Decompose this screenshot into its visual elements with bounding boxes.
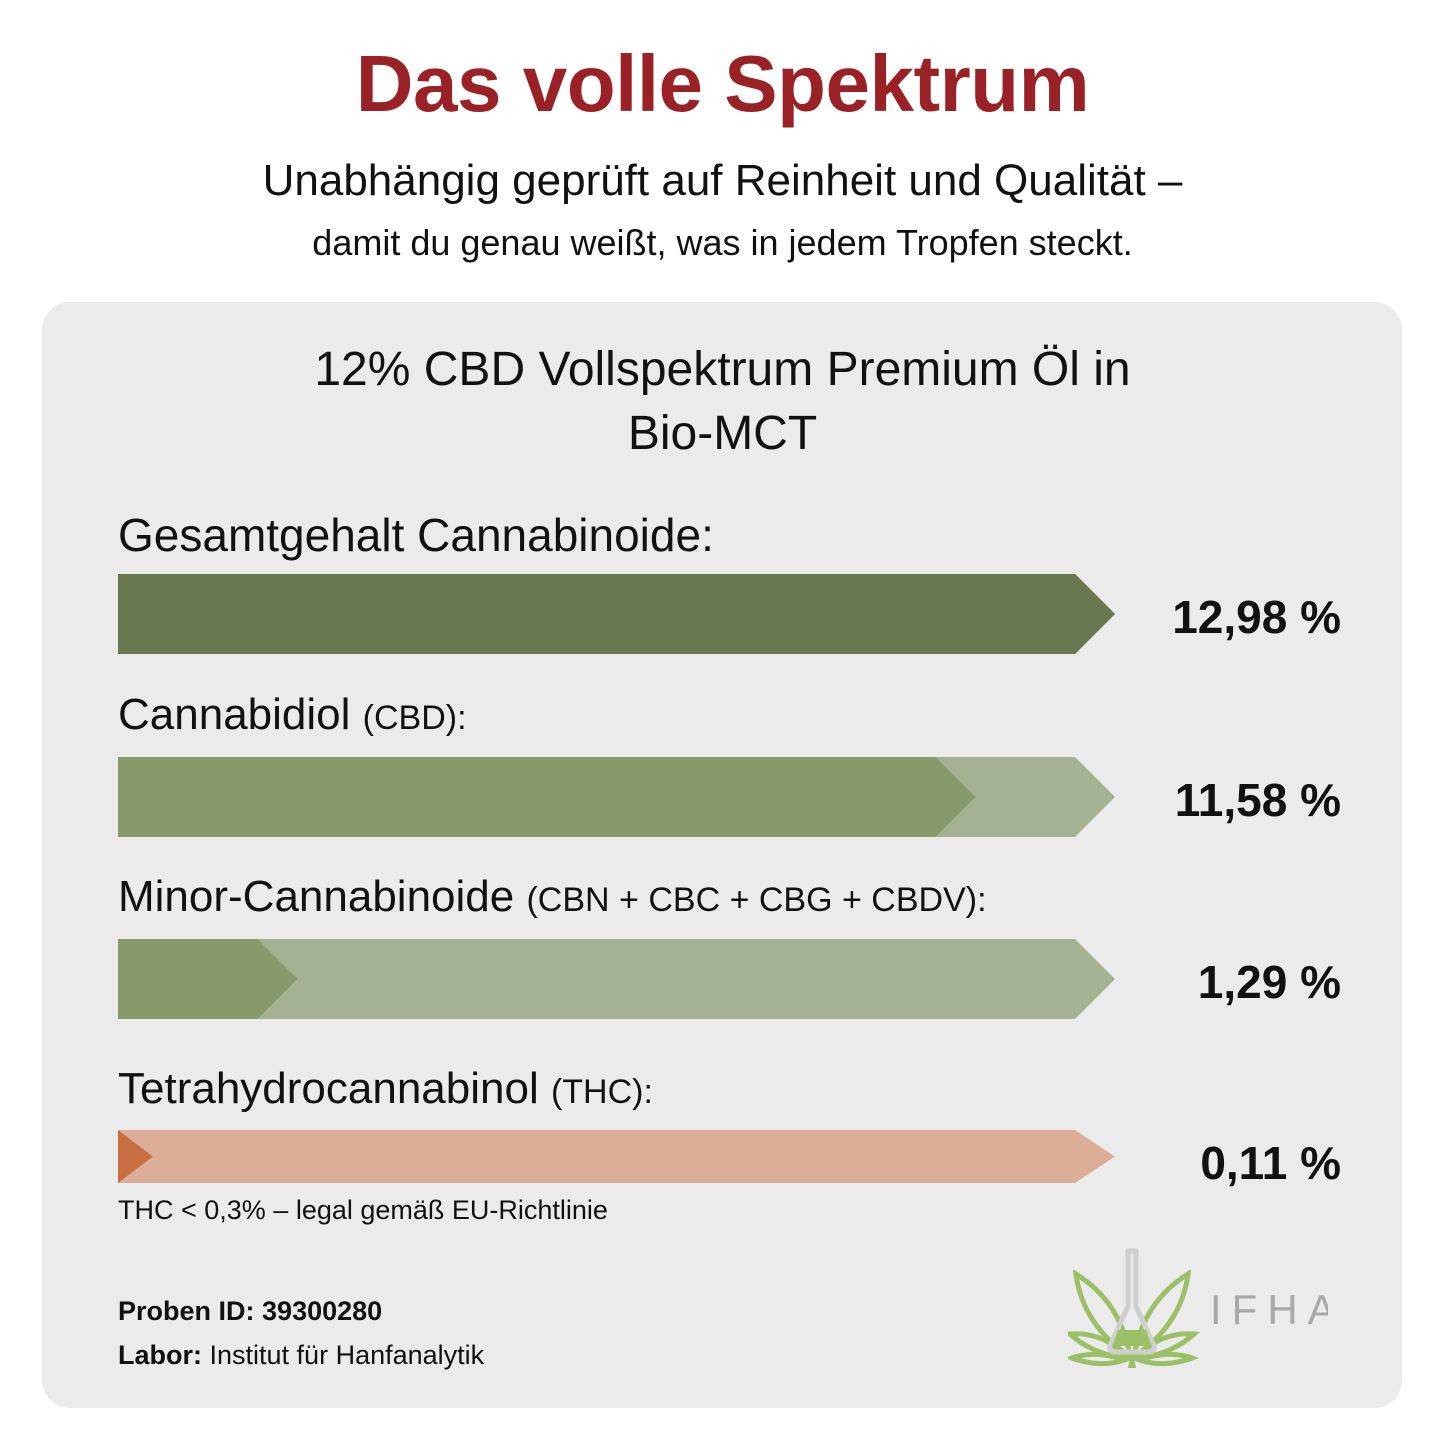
bar — [118, 757, 1115, 837]
bar-label: Gesamtgehalt Cannabinoide: — [118, 508, 714, 562]
thc-note: THC < 0,3% – legal gemäß EU-Richtlinie — [118, 1195, 608, 1225]
bar-fill — [118, 574, 1115, 654]
results-card — [42, 302, 1402, 1408]
bar-value: 11,58 % — [1174, 774, 1341, 826]
bar-label-sub: (THC): — [550, 1073, 653, 1111]
lab: Labor: Institut für Hanfanalytik — [118, 1340, 484, 1371]
bar-value: 0,11 % — [1200, 1137, 1341, 1189]
sample-id: Proben ID: 39300280 — [118, 1296, 382, 1327]
product-title: 12% CBD Vollspektrum Premium Öl in Bio-M… — [0, 338, 1445, 466]
bar-track — [118, 1130, 1115, 1183]
bar-label-main: Minor-Cannabinoide — [118, 872, 515, 921]
sample-id-label: Proben ID: — [118, 1296, 255, 1326]
bar-label: Tetrahydrocannabinol (THC): — [118, 1064, 653, 1114]
bar-label-main: Tetrahydrocannabinol — [118, 1064, 539, 1113]
bar — [118, 1130, 1115, 1183]
bar-label: Cannabidiol (CBD): — [118, 690, 467, 740]
bar-value: 12,98 % — [1172, 591, 1341, 643]
bar-track — [118, 939, 1115, 1019]
bar-fill — [118, 939, 298, 1019]
bar-label: Minor-Cannabinoide (CBN + CBC + CBG + CB… — [118, 872, 987, 922]
cannabis-leaf-flask-icon: IFHA — [1064, 1248, 1336, 1368]
bar-label-main: Cannabidiol — [118, 690, 351, 739]
bar-value: 1,29 % — [1197, 956, 1341, 1008]
subtitle-line-1: Unabhängig geprüft auf Reinheit und Qual… — [262, 156, 1183, 205]
page-title: Das volle Spektrum — [355, 39, 1090, 128]
bar-label-main: Gesamtgehalt Cannabinoide: — [118, 509, 714, 561]
bar — [118, 574, 1115, 654]
logo-text: IFHA — [1210, 1286, 1328, 1333]
ifha-logo: IFHA — [1064, 1246, 1336, 1376]
lab-label: Labor: — [118, 1340, 202, 1370]
product-title-line-2: Bio-MCT — [627, 407, 818, 460]
bar — [118, 939, 1115, 1019]
product-title-line-1: 12% CBD Vollspektrum Premium Öl in — [314, 343, 1131, 396]
bar-label-sub: (CBN + CBC + CBG + CBDV): — [526, 881, 987, 919]
subtitle-line-2: damit du genau weißt, was in jedem Tropf… — [312, 222, 1133, 263]
bar-fill — [118, 757, 976, 837]
lab-value: Institut für Hanfanalytik — [209, 1340, 485, 1370]
bar-label-sub: (CBD): — [362, 699, 467, 737]
bar-fill — [118, 1130, 153, 1183]
sample-id-value: 39300280 — [262, 1296, 383, 1326]
